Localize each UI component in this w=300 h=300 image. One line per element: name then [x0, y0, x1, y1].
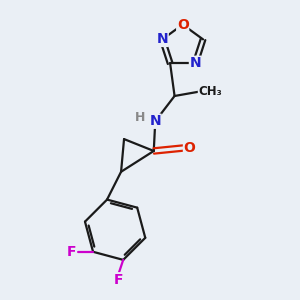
Text: F: F — [67, 245, 76, 259]
Text: N: N — [157, 32, 168, 46]
Text: N: N — [149, 114, 161, 128]
Text: F: F — [114, 273, 124, 287]
Text: O: O — [184, 141, 195, 155]
Text: CH₃: CH₃ — [198, 85, 222, 98]
Text: O: O — [177, 18, 189, 32]
Text: H: H — [135, 111, 146, 124]
Text: N: N — [190, 56, 201, 70]
